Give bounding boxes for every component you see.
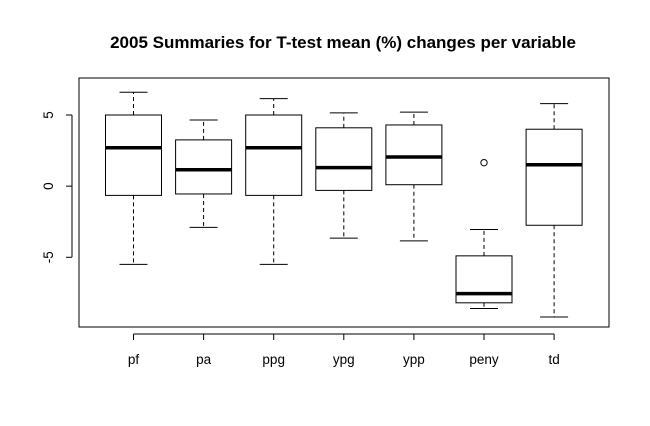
x-tick-label: pa bbox=[196, 352, 212, 367]
x-tick-label: ppg bbox=[262, 352, 285, 367]
y-axis: 5 0 -5 bbox=[41, 111, 73, 263]
box-rect bbox=[175, 139, 233, 195]
box-ppg bbox=[245, 98, 303, 265]
chart-title: 2005 Summaries for T-test mean (%) chang… bbox=[110, 33, 576, 52]
box-ypp bbox=[385, 111, 443, 242]
x-tick-label: pf bbox=[128, 352, 140, 367]
box-rect bbox=[315, 127, 373, 191]
x-tick-label: td bbox=[548, 352, 559, 367]
box-td bbox=[525, 103, 583, 318]
box-ypg bbox=[315, 112, 373, 239]
box-rect bbox=[525, 128, 583, 226]
box-rect bbox=[245, 114, 303, 196]
x-tick-label: ypp bbox=[403, 352, 425, 367]
plot-frame bbox=[78, 77, 610, 328]
boxes bbox=[105, 91, 583, 318]
x-tick-label: peny bbox=[469, 352, 499, 367]
box-pf bbox=[105, 91, 162, 265]
y-tick-label: 0 bbox=[41, 182, 56, 190]
x-tick-label: ypg bbox=[333, 352, 355, 367]
box-rect bbox=[455, 255, 513, 304]
box-pa bbox=[175, 119, 233, 228]
y-tick-label: -5 bbox=[41, 251, 56, 263]
x-axis: pf pa ppg ypg ypp peny td bbox=[128, 333, 560, 367]
box-rect bbox=[105, 114, 162, 196]
box-rect bbox=[385, 124, 443, 186]
outlier-point bbox=[480, 158, 488, 167]
y-tick-label: 5 bbox=[41, 111, 56, 119]
box-peny bbox=[455, 158, 513, 310]
